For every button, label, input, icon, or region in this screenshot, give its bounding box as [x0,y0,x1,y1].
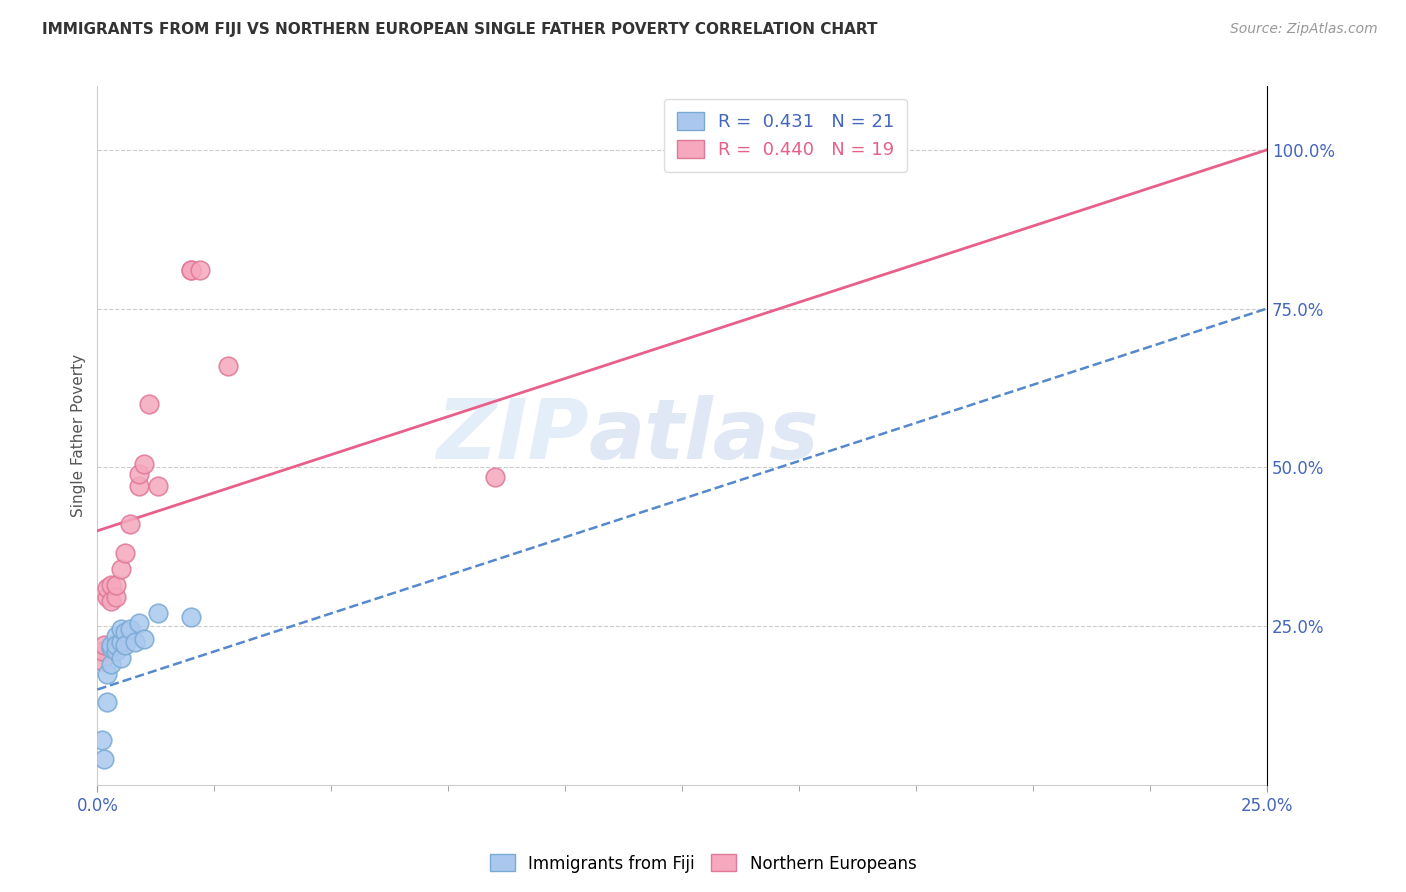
Point [114,638,136,652]
Point [188,263,211,277]
Point [114,625,136,640]
Point [128,467,150,481]
Point [134,632,156,646]
Point [93,752,115,766]
Text: IMMIGRANTS FROM FIJI VS NORTHERN EUROPEAN SINGLE FATHER POVERTY CORRELATION CHAR: IMMIGRANTS FROM FIJI VS NORTHERN EUROPEA… [42,22,877,37]
Point [120,517,142,532]
Point [105,644,128,658]
Point [120,622,142,636]
Point [105,629,128,643]
Point [91,644,114,658]
Point [110,562,132,576]
Point [100,641,122,656]
Point [124,635,146,649]
Point [100,657,122,672]
Legend: Immigrants from Fiji, Northern Europeans: Immigrants from Fiji, Northern Europeans [484,847,922,880]
Point [217,359,239,373]
Point [105,638,128,652]
Point [105,578,128,592]
Point [93,638,115,652]
Point [180,263,202,277]
Legend: R =  0.431   N = 21, R =  0.440   N = 19: R = 0.431 N = 21, R = 0.440 N = 19 [664,99,907,172]
Point [105,591,128,605]
Point [134,457,156,471]
Point [146,479,169,493]
Point [128,479,150,493]
Point [96,695,118,709]
Point [96,581,118,595]
Point [96,666,118,681]
Y-axis label: Single Father Poverty: Single Father Poverty [72,354,86,517]
Point [100,593,122,607]
Point [146,607,169,621]
Point [180,609,202,624]
Point [110,622,132,636]
Text: Source: ZipAtlas.com: Source: ZipAtlas.com [1230,22,1378,37]
Point [138,397,160,411]
Point [91,654,114,668]
Point [91,733,114,747]
Point [96,591,118,605]
Point [110,635,132,649]
Text: atlas: atlas [589,395,820,476]
Point [110,650,132,665]
Point [128,615,150,630]
Text: ZIP: ZIP [436,395,589,476]
Point [100,578,122,592]
Point [114,546,136,560]
Point [180,263,202,277]
Point [484,470,506,484]
Point [100,638,122,652]
